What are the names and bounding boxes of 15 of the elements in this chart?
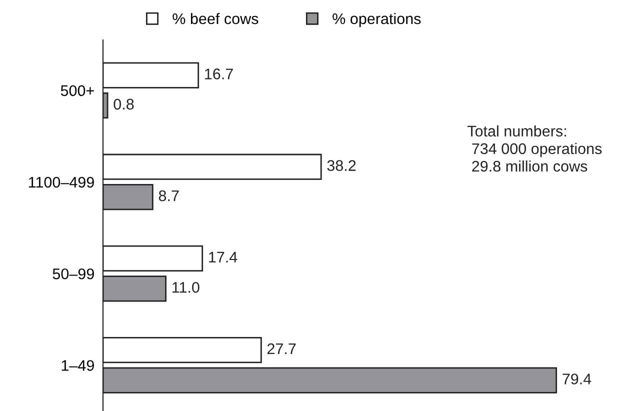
data-label: 38.2: [327, 160, 356, 171]
data-label: 16.7: [205, 68, 233, 80]
data-label: 27.7: [267, 343, 296, 354]
data-label: 0.8: [114, 98, 134, 110]
y-tick-label: 500+: [60, 85, 94, 96]
data-label: 8.7: [158, 190, 179, 202]
y-tick-label: 50–99: [52, 268, 94, 280]
data-label: 79.4: [562, 374, 592, 384]
y-tick-label: 1100–499: [28, 176, 94, 188]
data-label: 17.4: [209, 252, 238, 262]
annotation: Total numbers: 734 000 operations 29.8 million cows: [467, 125, 602, 172]
y-tick-label: 1–49: [62, 360, 94, 371]
legend-label: % operations: [332, 12, 421, 28]
legend-label: % beef cows: [172, 12, 258, 24]
data-label: 11.0: [172, 282, 200, 293]
